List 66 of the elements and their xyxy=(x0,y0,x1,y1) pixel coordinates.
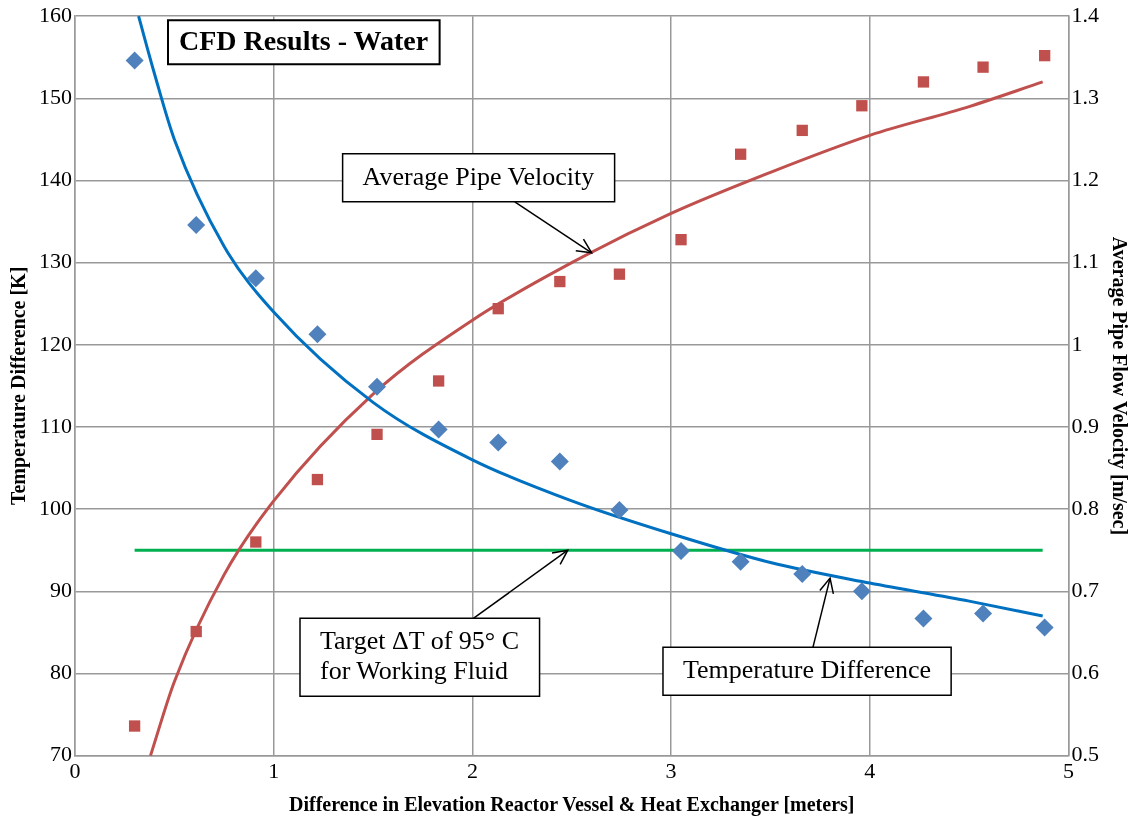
y-tick-label: 80 xyxy=(50,659,72,685)
x-tick-label: 5 xyxy=(1063,757,1074,783)
x-tick-label: 2 xyxy=(466,757,478,783)
point xyxy=(429,420,448,439)
point xyxy=(675,234,687,246)
y2-tick-label: 0.6 xyxy=(1071,659,1099,685)
x-tick-label: 1 xyxy=(268,757,280,783)
chart-title: CFD Results - Water xyxy=(179,25,429,57)
point xyxy=(187,215,206,234)
y2-axis-title: Average Pipe Flow Velocity [m/sec] xyxy=(1107,236,1131,536)
point xyxy=(977,61,989,73)
point xyxy=(550,452,569,471)
y2-tick-label: 1.4 xyxy=(1071,1,1099,27)
x-tick-label: 4 xyxy=(864,757,876,783)
y2-tick-label: 1.1 xyxy=(1071,248,1099,274)
point xyxy=(1039,49,1051,62)
annotation: Average Pipe Velocity xyxy=(362,161,595,191)
line-series xyxy=(149,80,1045,758)
y-tick-label: 70 xyxy=(50,741,72,767)
point xyxy=(914,609,933,628)
point xyxy=(492,303,504,315)
point xyxy=(1035,618,1054,637)
point xyxy=(246,269,265,288)
y2-tick-label: 0.9 xyxy=(1071,412,1099,438)
y-tick-label: 110 xyxy=(39,412,72,438)
point xyxy=(856,100,868,112)
point xyxy=(489,433,508,452)
y2-tick-label: 1 xyxy=(1071,330,1083,356)
y2-tick-label: 1.3 xyxy=(1071,84,1099,110)
point xyxy=(311,473,324,486)
y2-tick-label: 0.5 xyxy=(1071,741,1099,767)
point xyxy=(974,604,993,623)
point xyxy=(672,542,691,561)
y2-tick-label: 0.8 xyxy=(1071,494,1099,520)
point xyxy=(917,76,930,88)
y2-tick-label: 1.2 xyxy=(1071,166,1099,192)
line-series xyxy=(137,14,1045,618)
point xyxy=(250,536,262,548)
y-axis-title: Temperature Difference [K] xyxy=(7,266,31,506)
point xyxy=(554,275,566,288)
x-axis-title: Difference in Elevation Reactor Vessel & Heat Exchanger [meters] xyxy=(289,793,855,817)
point xyxy=(793,565,812,584)
point xyxy=(796,124,808,137)
y-tick-label: 90 xyxy=(50,577,72,603)
annotation: Temperature Difference xyxy=(682,654,932,684)
point xyxy=(371,428,383,441)
y-tick-label: 120 xyxy=(39,330,72,356)
y-tick-label: 140 xyxy=(39,166,72,192)
point xyxy=(610,500,629,519)
point xyxy=(190,625,202,638)
point xyxy=(734,148,747,160)
y-tick-label: 150 xyxy=(39,84,72,110)
point xyxy=(308,325,327,344)
y-tick-label: 130 xyxy=(39,248,72,274)
point xyxy=(125,51,144,70)
point xyxy=(368,377,387,396)
point xyxy=(432,375,445,387)
point xyxy=(128,720,141,732)
point xyxy=(613,268,626,280)
y-tick-label: 100 xyxy=(39,494,72,520)
y2-tick-label: 0.7 xyxy=(1071,577,1099,603)
y-tick-label: 160 xyxy=(39,1,72,27)
annotation: Target ΔT of 95° C for Working Fluid xyxy=(320,626,520,686)
point xyxy=(852,582,871,601)
x-tick-label: 3 xyxy=(665,757,677,783)
point xyxy=(731,552,750,571)
